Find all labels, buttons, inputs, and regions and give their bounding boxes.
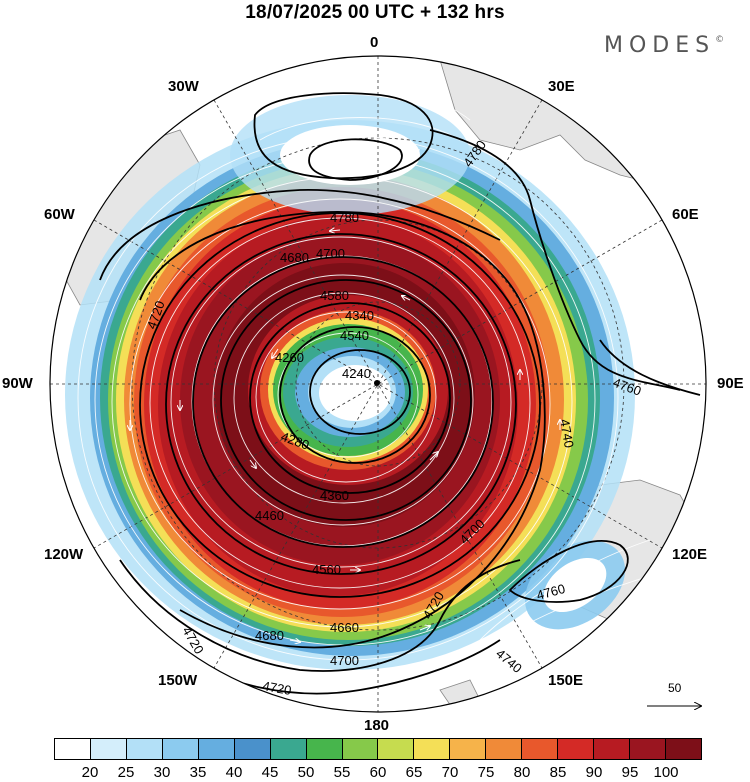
colorbar-tick-label: 25 (117, 764, 135, 781)
colorbar-swatch (378, 739, 415, 759)
longitude-label-150e: 150E (548, 672, 584, 689)
colorbar-tick-label: 20 (81, 764, 99, 781)
colorbar-tick-label: 65 (405, 764, 423, 781)
contour-label: 4260 (275, 350, 304, 365)
colorbar-swatch (306, 739, 343, 759)
contour-label: 4760 (535, 581, 567, 603)
colorbar-swatch (198, 739, 235, 759)
longitude-label-30w: 30W (168, 78, 199, 95)
contour-label: 4740 (557, 418, 577, 449)
longitude-label-30e: 30E (548, 78, 575, 95)
contour-label: 4700 (330, 653, 359, 668)
colorbar-swatch (558, 739, 595, 759)
longitude-label-0: 0 (370, 34, 379, 51)
colorbar-swatch (270, 739, 307, 759)
contour-label: 4560 (312, 562, 341, 577)
longitude-label-120e: 120E (672, 546, 708, 563)
streamlines (77, 89, 671, 661)
colorbar-swatch (414, 739, 451, 759)
longitude-label-60e: 60E (672, 206, 699, 223)
low-center-dot (374, 380, 380, 386)
colorbar-tick-label: 40 (225, 764, 243, 781)
contour-label: 4700 (316, 246, 345, 261)
longitude-label-120w: 120W (44, 546, 84, 563)
colorbar-swatch (594, 739, 630, 759)
contour-label: 4240 (342, 366, 371, 381)
colorbar-tick-label: 55 (333, 764, 351, 781)
longitude-label-150w: 150W (158, 672, 198, 689)
colorbar-swatch (342, 739, 379, 759)
colorbar-swatch (162, 739, 199, 759)
contour-label: 4680 (280, 250, 309, 265)
colorbar-swatch (450, 739, 487, 759)
colorbar-tick-label: 95 (621, 764, 639, 781)
colorbar-tick-label: 100 (653, 764, 679, 781)
stream-arrows (130, 148, 560, 642)
page-title: 18/07/2025 00 UTC + 132 hrs (245, 2, 505, 23)
colorbar-swatch (55, 739, 91, 759)
contour-label: 4340 (345, 308, 374, 323)
contour-label: 4660 (330, 620, 359, 635)
reference-vector-value: 50 (668, 681, 682, 695)
colorbar-tick-label: 30 (153, 764, 171, 781)
contour-label: 4540 (340, 328, 369, 343)
longitude-label-60w: 60W (44, 206, 75, 223)
brand-logo: MODES© (604, 33, 724, 58)
colorbar-swatch (522, 739, 559, 759)
graticule (50, 56, 706, 712)
contour-label: 4580 (320, 288, 349, 303)
colorbar-swatch (630, 739, 666, 759)
contour-label: 4360 (320, 488, 349, 503)
colorbar-swatch (486, 739, 523, 759)
copyright-symbol: © (715, 35, 725, 45)
colorbar (54, 738, 702, 760)
longitude-label-90w: 90W (2, 375, 33, 392)
wind-speed-shading (65, 95, 635, 670)
colorbar-ticks: 20 25 30 35 40 45 50 55 60 65 70 75 80 85 90 95 100 (54, 764, 702, 782)
colorbar-tick-label: 75 (477, 764, 495, 781)
colorbar-tick-label: 50 (297, 764, 315, 781)
longitude-label-180: 180 (364, 717, 390, 734)
colorbar-tick-label: 70 (441, 764, 459, 781)
colorbar-swatch (90, 739, 127, 759)
colorbar-swatch (665, 739, 701, 759)
colorbar-tick-label: 90 (585, 764, 603, 781)
brand-text: MODES (604, 33, 716, 58)
contour-label: 4460 (255, 508, 284, 523)
reference-vector-arrow (647, 684, 705, 714)
colorbar-tick-label: 45 (261, 764, 279, 781)
colorbar-tick-label: 35 (189, 764, 207, 781)
colorbar-tick-label: 80 (513, 764, 531, 781)
colorbar-tick-label: 85 (549, 764, 567, 781)
longitude-label-90e: 90E (717, 375, 744, 392)
map-border (49, 55, 707, 713)
colorbar-tick-label: 60 (369, 764, 387, 781)
contour-label: 4780 (330, 210, 359, 225)
contour-label-group: 4780 4780 4760 4740 4760 4740 4720 4700 … (144, 137, 644, 698)
colorbar-swatch (126, 739, 163, 759)
colorbar-swatch (234, 739, 271, 759)
contour-label: 4720 (261, 678, 292, 698)
contour-label: 4680 (255, 628, 284, 643)
